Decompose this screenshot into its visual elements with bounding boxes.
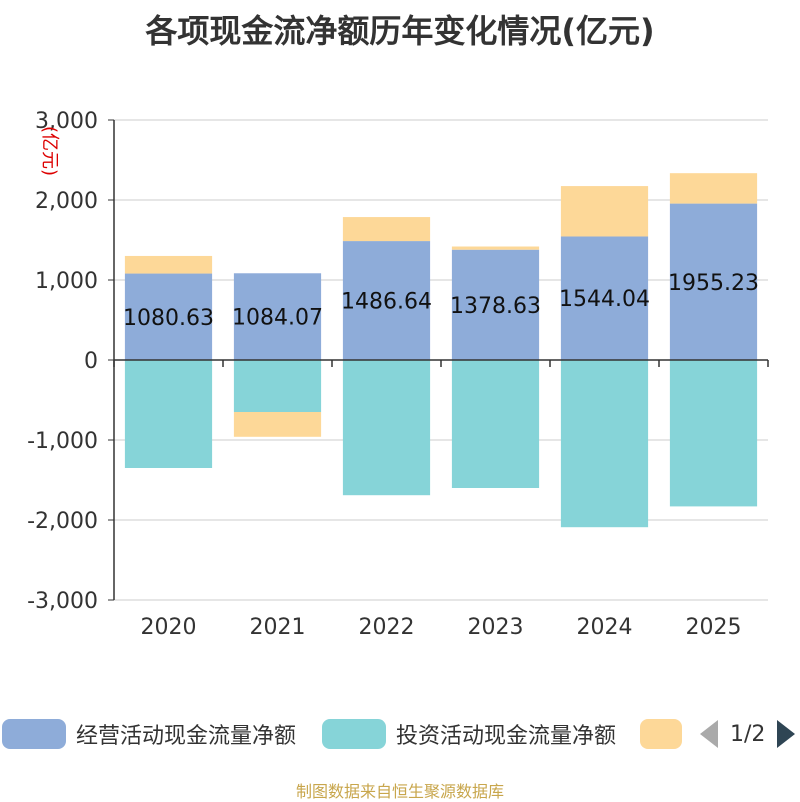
y-tick-label: -2,000 xyxy=(27,509,98,534)
cash-flow-chart: 3,000 2,000 1,000 0 -1,000 -2,000 -3,000 (亿元) 10… xyxy=(27,109,769,640)
bar-investing-2024 xyxy=(560,360,649,528)
legend: 经营活动现金流量净额 投资活动现金流量净额 xyxy=(0,716,800,756)
legend-item-investing[interactable]: 投资活动现金流量净额 xyxy=(322,716,616,752)
y-tick-label: 3,000 xyxy=(35,109,98,134)
x-tick-label-2025: 2025 xyxy=(686,615,742,640)
y-tick-label: 0 xyxy=(84,349,98,374)
bar-other-2021 xyxy=(233,412,322,437)
data-label-2022: 1486.64 xyxy=(341,290,432,315)
chart-title: 各项现金流净额历年变化情况(亿元) xyxy=(145,12,655,50)
bar-operating-2022 xyxy=(342,241,431,360)
bar-operating-2024 xyxy=(560,236,649,360)
y-axis-unit-label: (亿元) xyxy=(39,126,60,176)
x-tick-label-2020: 2020 xyxy=(141,615,197,640)
x-tick-label-2024: 2024 xyxy=(577,615,633,640)
legend-item-operating[interactable]: 经营活动现金流量净额 xyxy=(2,716,296,752)
bar-other-2025 xyxy=(669,173,758,204)
page-indicator: 1/2 xyxy=(730,721,766,747)
bar-other-2020 xyxy=(124,255,213,274)
bar-investing-2022 xyxy=(342,360,431,496)
data-label-2024: 1544.04 xyxy=(559,287,650,312)
y-tick-label: -1,000 xyxy=(27,429,98,454)
bar-investing-2020 xyxy=(124,360,213,468)
prev-page-icon[interactable] xyxy=(700,720,718,748)
bar-other-2023 xyxy=(451,246,540,250)
data-label-2021: 1084.07 xyxy=(232,306,323,331)
legend-swatch-operating xyxy=(2,719,66,749)
bar-investing-2021 xyxy=(233,360,322,412)
legend-label-operating: 经营活动现金流量净额 xyxy=(76,724,297,749)
bar-investing-2025 xyxy=(669,360,758,507)
legend-item-third[interactable] xyxy=(640,716,692,752)
data-label-2023: 1378.63 xyxy=(450,294,541,319)
x-tick-label-2021: 2021 xyxy=(250,615,306,640)
legend-swatch-third xyxy=(640,719,682,749)
bar-operating-2025 xyxy=(669,203,758,360)
next-page-icon[interactable] xyxy=(777,720,796,748)
bar-operating-2023 xyxy=(451,249,540,360)
bar-other-2024 xyxy=(560,186,649,237)
bar-operating-2021 xyxy=(233,273,322,360)
x-tick-label-2023: 2023 xyxy=(468,615,524,640)
bar-investing-2023 xyxy=(451,360,540,488)
x-tick-label-2022: 2022 xyxy=(359,615,415,640)
data-label-2020: 1080.63 xyxy=(123,306,214,331)
legend-pager: 1/2 xyxy=(700,720,796,748)
legend-swatch-investing xyxy=(322,719,386,749)
y-tick-label: -3,000 xyxy=(27,589,98,614)
bar-other-2022 xyxy=(342,217,431,242)
data-source-note: 制图数据来自恒生聚源数据库 xyxy=(295,782,504,801)
y-tick-label: 2,000 xyxy=(35,189,98,214)
legend-label-investing: 投资活动现金流量净额 xyxy=(396,724,617,749)
data-label-2025: 1955.23 xyxy=(668,271,759,296)
y-tick-label: 1,000 xyxy=(35,269,98,294)
bar-operating-2020 xyxy=(124,273,213,360)
